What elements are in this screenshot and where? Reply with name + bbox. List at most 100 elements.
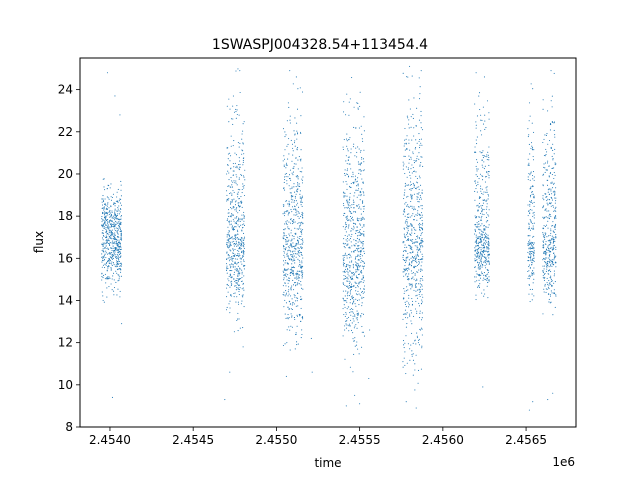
data-point (361, 156, 363, 159)
data-point (529, 209, 531, 211)
data-point (357, 188, 360, 190)
data-point (414, 283, 417, 285)
data-point (354, 337, 356, 339)
data-point (419, 295, 421, 298)
data-point (549, 283, 551, 285)
data-point (358, 172, 360, 174)
data-point (297, 273, 299, 275)
data-point (119, 114, 121, 116)
data-point (420, 233, 422, 235)
data-point (419, 310, 421, 312)
data-point (529, 301, 531, 303)
data-point (101, 218, 103, 220)
data-point (532, 401, 534, 403)
data-point (554, 207, 556, 209)
data-point (359, 232, 361, 234)
data-point (529, 153, 531, 155)
data-point (120, 214, 122, 217)
data-point (543, 288, 545, 290)
data-point (287, 255, 289, 257)
data-point (111, 253, 113, 256)
data-point (234, 292, 236, 294)
data-point (421, 261, 423, 263)
data-point (294, 300, 297, 302)
data-point (298, 222, 300, 224)
data-point (543, 291, 545, 293)
data-point (344, 169, 346, 171)
data-point (345, 207, 347, 209)
data-point (346, 308, 348, 310)
data-point (416, 297, 419, 299)
data-point (543, 154, 545, 157)
data-point (488, 257, 490, 259)
data-point (282, 160, 284, 162)
data-point (296, 189, 298, 191)
data-point (301, 171, 303, 173)
data-point (231, 214, 233, 216)
data-point (555, 216, 557, 218)
data-point (228, 246, 231, 248)
data-point (533, 257, 535, 259)
data-point (488, 279, 490, 281)
data-point (480, 130, 482, 132)
data-point (413, 209, 415, 211)
data-point (295, 245, 297, 247)
data-point (487, 195, 490, 197)
data-point (112, 203, 115, 205)
data-point (411, 232, 413, 234)
data-point (102, 195, 104, 197)
data-point (403, 249, 405, 252)
data-point (227, 163, 229, 166)
data-point (295, 157, 297, 159)
data-point (234, 248, 236, 250)
data-point (291, 255, 293, 257)
data-point (530, 142, 533, 144)
data-point (478, 286, 480, 289)
data-point (352, 303, 354, 305)
data-point (358, 169, 360, 171)
data-point (361, 265, 363, 267)
data-point (531, 174, 534, 177)
data-point (528, 223, 530, 226)
data-point (291, 246, 293, 248)
data-point (409, 315, 411, 317)
data-point (231, 276, 233, 278)
data-point (362, 268, 364, 270)
data-point (419, 245, 421, 247)
data-point (286, 220, 288, 222)
data-point (531, 270, 534, 272)
data-point (548, 258, 551, 260)
data-point (299, 261, 301, 263)
data-point (417, 212, 419, 214)
data-point (108, 226, 110, 228)
data-point (300, 287, 303, 289)
data-point (404, 236, 406, 238)
data-point (342, 271, 344, 273)
data-point (530, 247, 532, 250)
data-point (418, 147, 421, 149)
data-point (295, 214, 297, 216)
data-point (403, 357, 405, 359)
data-point (241, 288, 243, 290)
data-point (106, 196, 108, 198)
data-point (104, 217, 106, 219)
data-point (230, 236, 232, 238)
data-point (290, 289, 292, 291)
data-point (554, 225, 556, 227)
data-point (288, 205, 290, 207)
data-point (299, 231, 302, 233)
data-point (297, 223, 299, 225)
data-point (290, 245, 293, 247)
data-point (544, 162, 547, 164)
data-point (408, 155, 410, 157)
data-point (407, 117, 409, 119)
data-point (554, 134, 556, 136)
data-point (544, 258, 546, 260)
data-point (287, 306, 289, 308)
data-point (349, 323, 351, 325)
data-point (360, 150, 362, 152)
data-point (101, 253, 103, 255)
data-point (478, 255, 481, 257)
data-point (230, 284, 232, 287)
data-point (357, 189, 359, 192)
